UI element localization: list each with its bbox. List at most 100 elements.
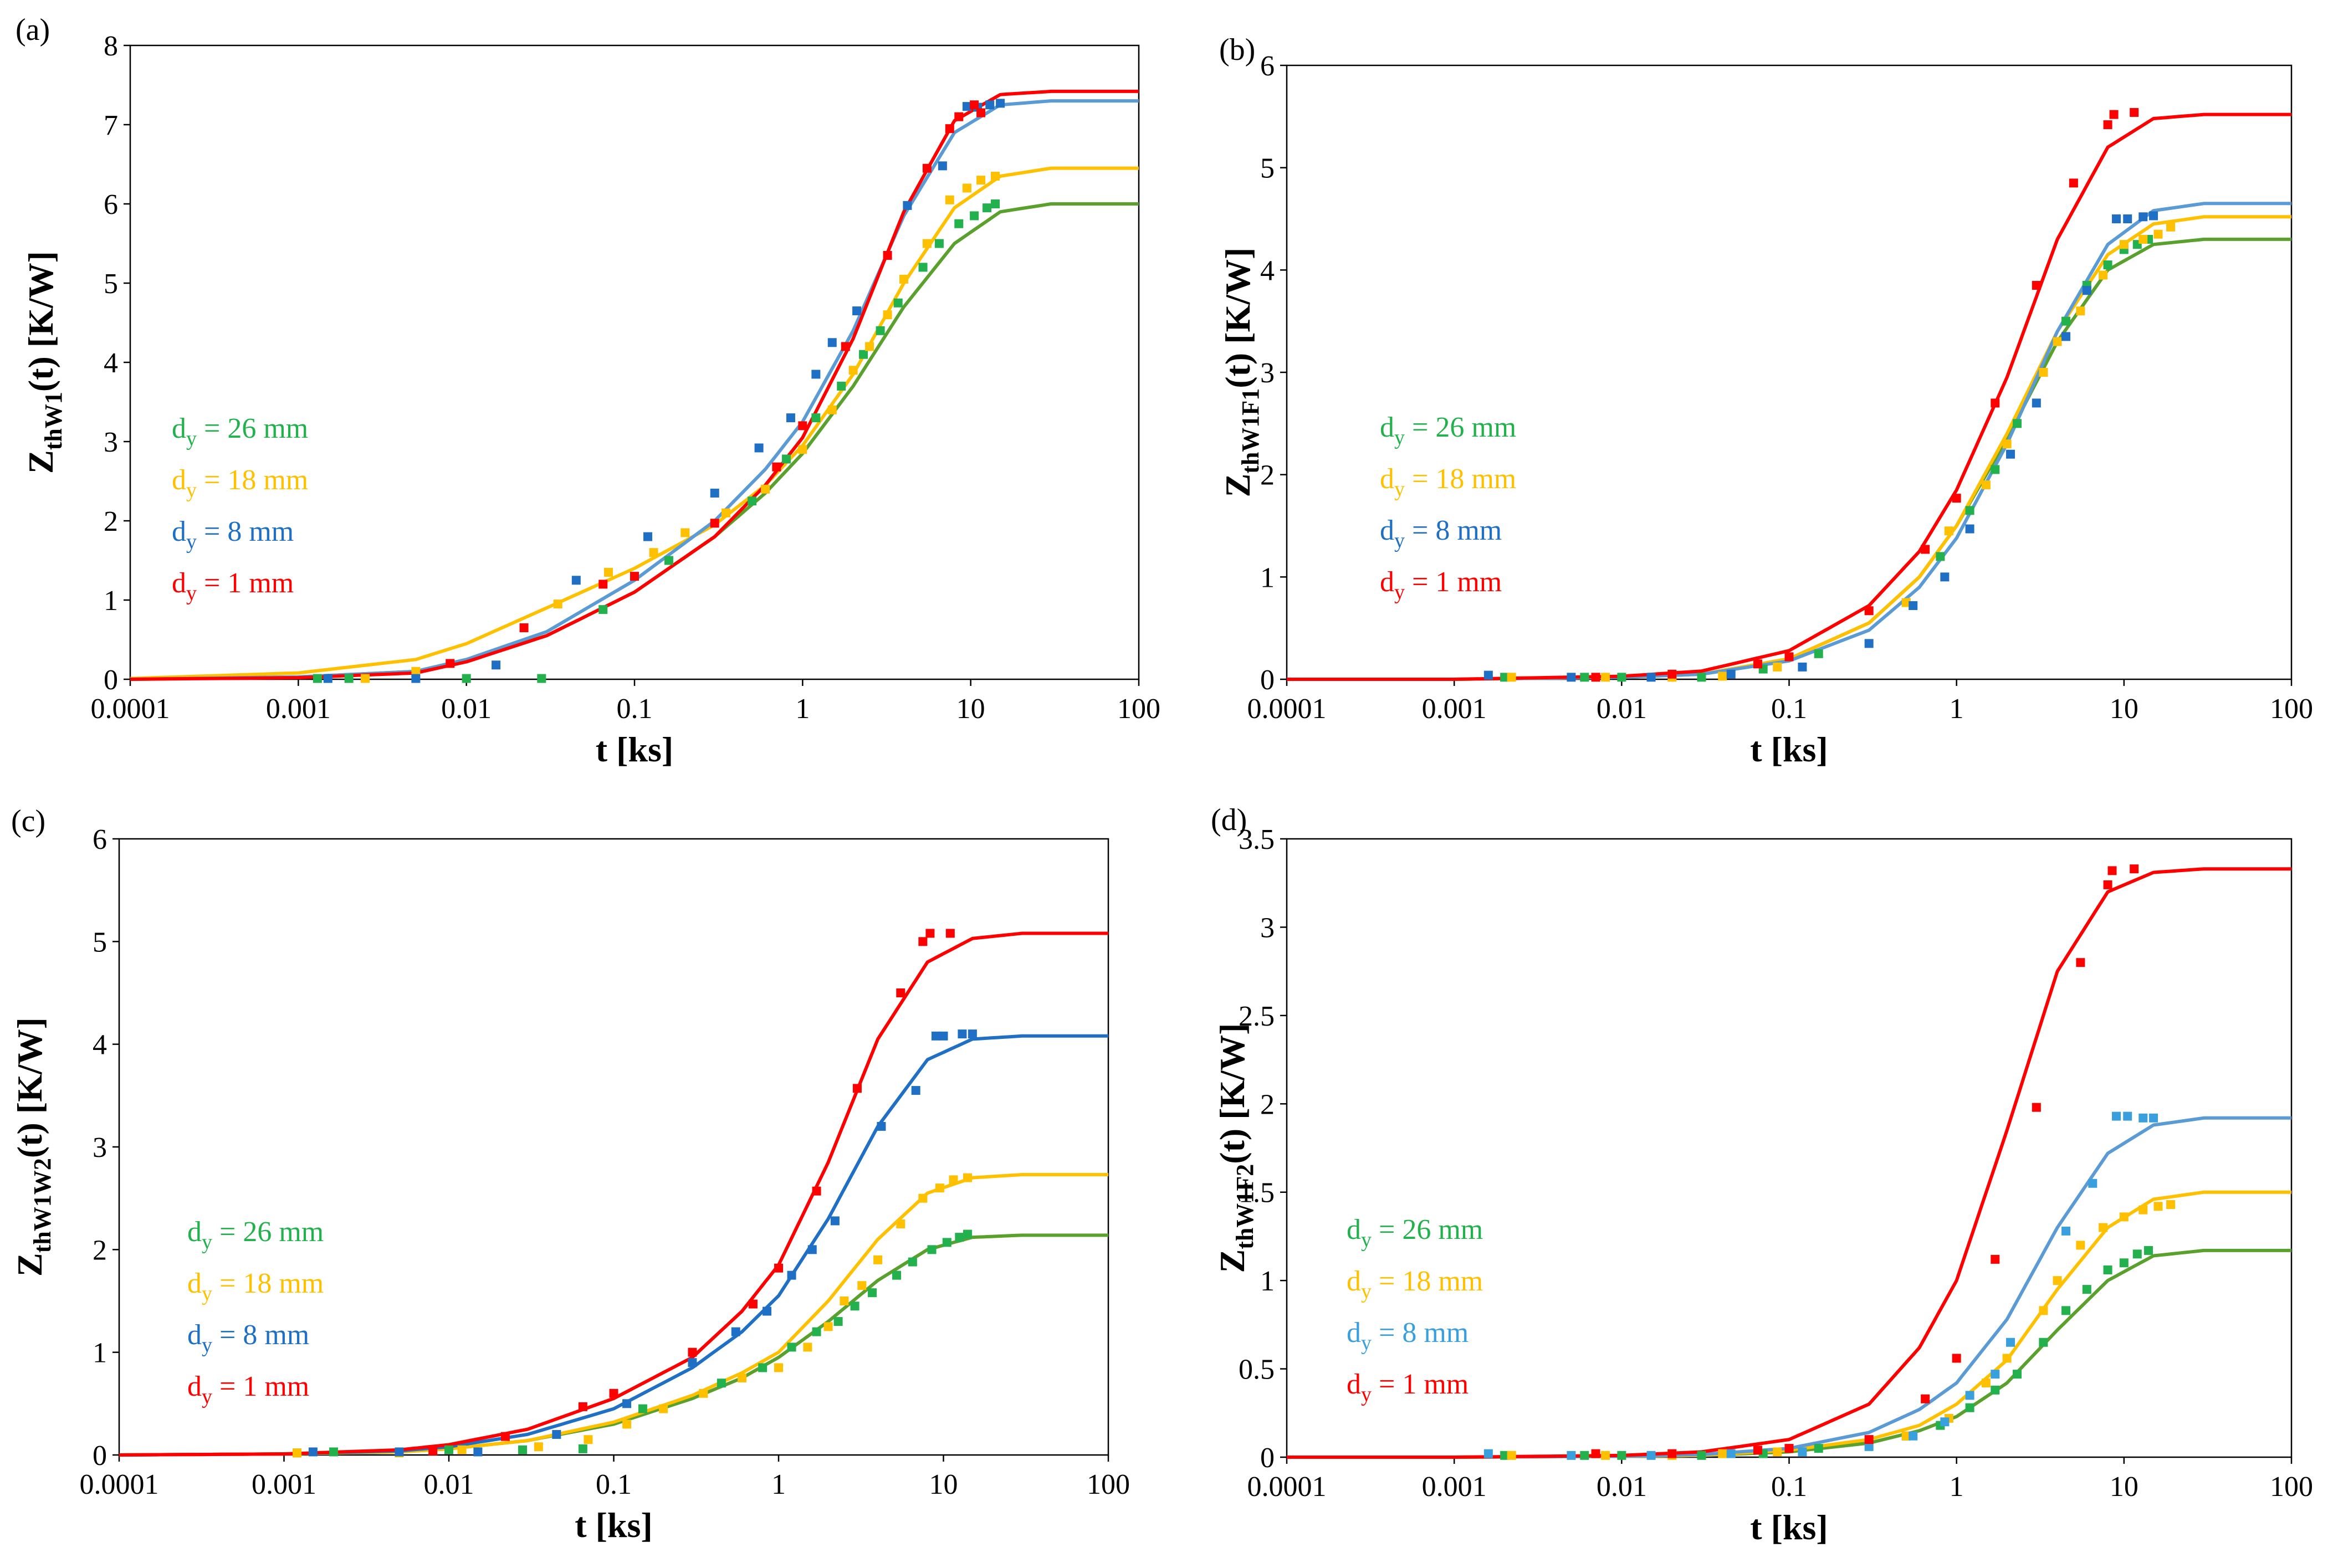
data-point bbox=[731, 1327, 740, 1336]
y-tick-label: 2 bbox=[1260, 460, 1275, 491]
data-point bbox=[313, 674, 322, 683]
legend-d: d bbox=[1347, 1265, 1361, 1297]
data-point bbox=[983, 203, 992, 213]
legend-entry: dy = 26 mm bbox=[1380, 412, 1516, 449]
data-point bbox=[758, 1363, 768, 1372]
panel-label: (a) bbox=[16, 13, 50, 47]
data-point bbox=[962, 102, 971, 111]
data-point bbox=[1601, 1451, 1610, 1460]
x-tick-label: 100 bbox=[1087, 1469, 1130, 1500]
data-point bbox=[1909, 601, 1918, 611]
data-point bbox=[1965, 506, 1974, 515]
data-point bbox=[963, 1229, 972, 1239]
data-point bbox=[970, 100, 979, 110]
legend-value: = 8 mm bbox=[212, 1319, 309, 1351]
data-point bbox=[811, 413, 821, 423]
data-point bbox=[781, 454, 791, 464]
legend-d: d bbox=[1380, 566, 1394, 598]
x-axis-title: t [ks] bbox=[575, 1505, 652, 1545]
data-point bbox=[1909, 1431, 1918, 1441]
y-tick-label: 1 bbox=[1260, 1265, 1275, 1297]
data-point bbox=[954, 112, 964, 121]
legend-subscript: y bbox=[1394, 581, 1405, 604]
legend-value: = 18 mm bbox=[212, 1268, 324, 1299]
legend-value: = 18 mm bbox=[1372, 1265, 1483, 1297]
legend-entry: dy = 18 mm bbox=[172, 464, 308, 502]
data-point bbox=[945, 929, 955, 938]
y-axis-title: ZthW1(t) [K/W] bbox=[21, 251, 67, 474]
x-tick-label: 1 bbox=[1950, 693, 1964, 725]
y-tick-label: 2 bbox=[93, 1234, 107, 1266]
data-point bbox=[578, 1402, 587, 1411]
data-point bbox=[688, 1358, 697, 1367]
legend-d: d bbox=[187, 1319, 202, 1351]
legend-entry: dy = 1 mm bbox=[1347, 1369, 1469, 1406]
data-point bbox=[931, 1031, 940, 1041]
x-tick-label: 1 bbox=[771, 1469, 786, 1500]
data-point bbox=[2112, 214, 2121, 223]
x-tick-label: 1 bbox=[795, 693, 810, 725]
data-point bbox=[945, 195, 954, 204]
data-point bbox=[903, 201, 912, 210]
data-point bbox=[2166, 222, 2176, 232]
data-point bbox=[1981, 1379, 1991, 1388]
data-point bbox=[827, 405, 837, 414]
data-point bbox=[323, 674, 332, 683]
y-tick-label: 1 bbox=[104, 585, 118, 617]
data-point bbox=[2002, 1354, 2012, 1363]
data-point bbox=[852, 1084, 862, 1093]
data-point bbox=[823, 1322, 833, 1331]
data-point bbox=[939, 1031, 948, 1041]
data-point bbox=[2039, 368, 2048, 377]
data-point bbox=[748, 1299, 758, 1309]
y-tick-label: 3 bbox=[1260, 357, 1275, 389]
x-tick-label: 0.01 bbox=[1597, 1471, 1647, 1503]
data-point bbox=[1483, 670, 1493, 680]
data-point bbox=[1507, 1451, 1516, 1460]
data-point bbox=[428, 1446, 438, 1456]
y-tick-label: 2.5 bbox=[1239, 1001, 1275, 1032]
data-point bbox=[344, 674, 354, 683]
data-point bbox=[865, 342, 874, 351]
data-point bbox=[2061, 332, 2071, 341]
data-point bbox=[848, 366, 858, 375]
data-point bbox=[2002, 439, 2012, 449]
data-point bbox=[2032, 281, 2041, 290]
series-curve-1-mm bbox=[119, 931, 1108, 1457]
x-tick-label: 100 bbox=[1117, 693, 1160, 725]
data-point bbox=[892, 1270, 902, 1280]
data-point bbox=[1991, 1370, 2000, 1379]
data-point bbox=[774, 1263, 783, 1273]
y-tick-label: 5 bbox=[93, 926, 107, 958]
x-tick-label: 0.01 bbox=[424, 1469, 474, 1500]
data-point bbox=[873, 1255, 883, 1264]
data-point bbox=[868, 1288, 877, 1298]
legend-d: d bbox=[187, 1268, 202, 1299]
data-point bbox=[2139, 1205, 2148, 1215]
y-tick-label: 6 bbox=[1260, 50, 1275, 82]
data-point bbox=[1940, 572, 1950, 582]
data-point bbox=[2119, 1212, 2129, 1222]
x-tick-label: 0.0001 bbox=[1247, 693, 1327, 725]
legend-subscript: y bbox=[1361, 1280, 1372, 1303]
legend-value: = 1 mm bbox=[1372, 1369, 1469, 1400]
data-point bbox=[1507, 673, 1516, 682]
y-axis-title-rest: (t) [K/W] bbox=[1213, 1023, 1252, 1164]
x-tick-label: 0.0001 bbox=[91, 693, 170, 725]
data-point bbox=[1567, 1451, 1576, 1460]
data-point bbox=[754, 443, 764, 453]
data-point bbox=[798, 445, 807, 454]
data-point bbox=[2032, 398, 2041, 408]
y-tick-label: 0 bbox=[1260, 664, 1275, 696]
legend-d: d bbox=[1347, 1317, 1361, 1349]
legend-d: d bbox=[172, 516, 186, 547]
data-point bbox=[1580, 1451, 1589, 1460]
data-point bbox=[968, 1029, 977, 1039]
y-tick-label: 3 bbox=[104, 427, 118, 458]
data-point bbox=[2130, 107, 2139, 117]
data-point bbox=[837, 381, 846, 391]
x-axis-title: t [ks] bbox=[596, 730, 673, 769]
y-tick-label: 3 bbox=[1260, 912, 1275, 944]
data-point bbox=[1991, 398, 2000, 408]
data-point bbox=[787, 1342, 796, 1352]
